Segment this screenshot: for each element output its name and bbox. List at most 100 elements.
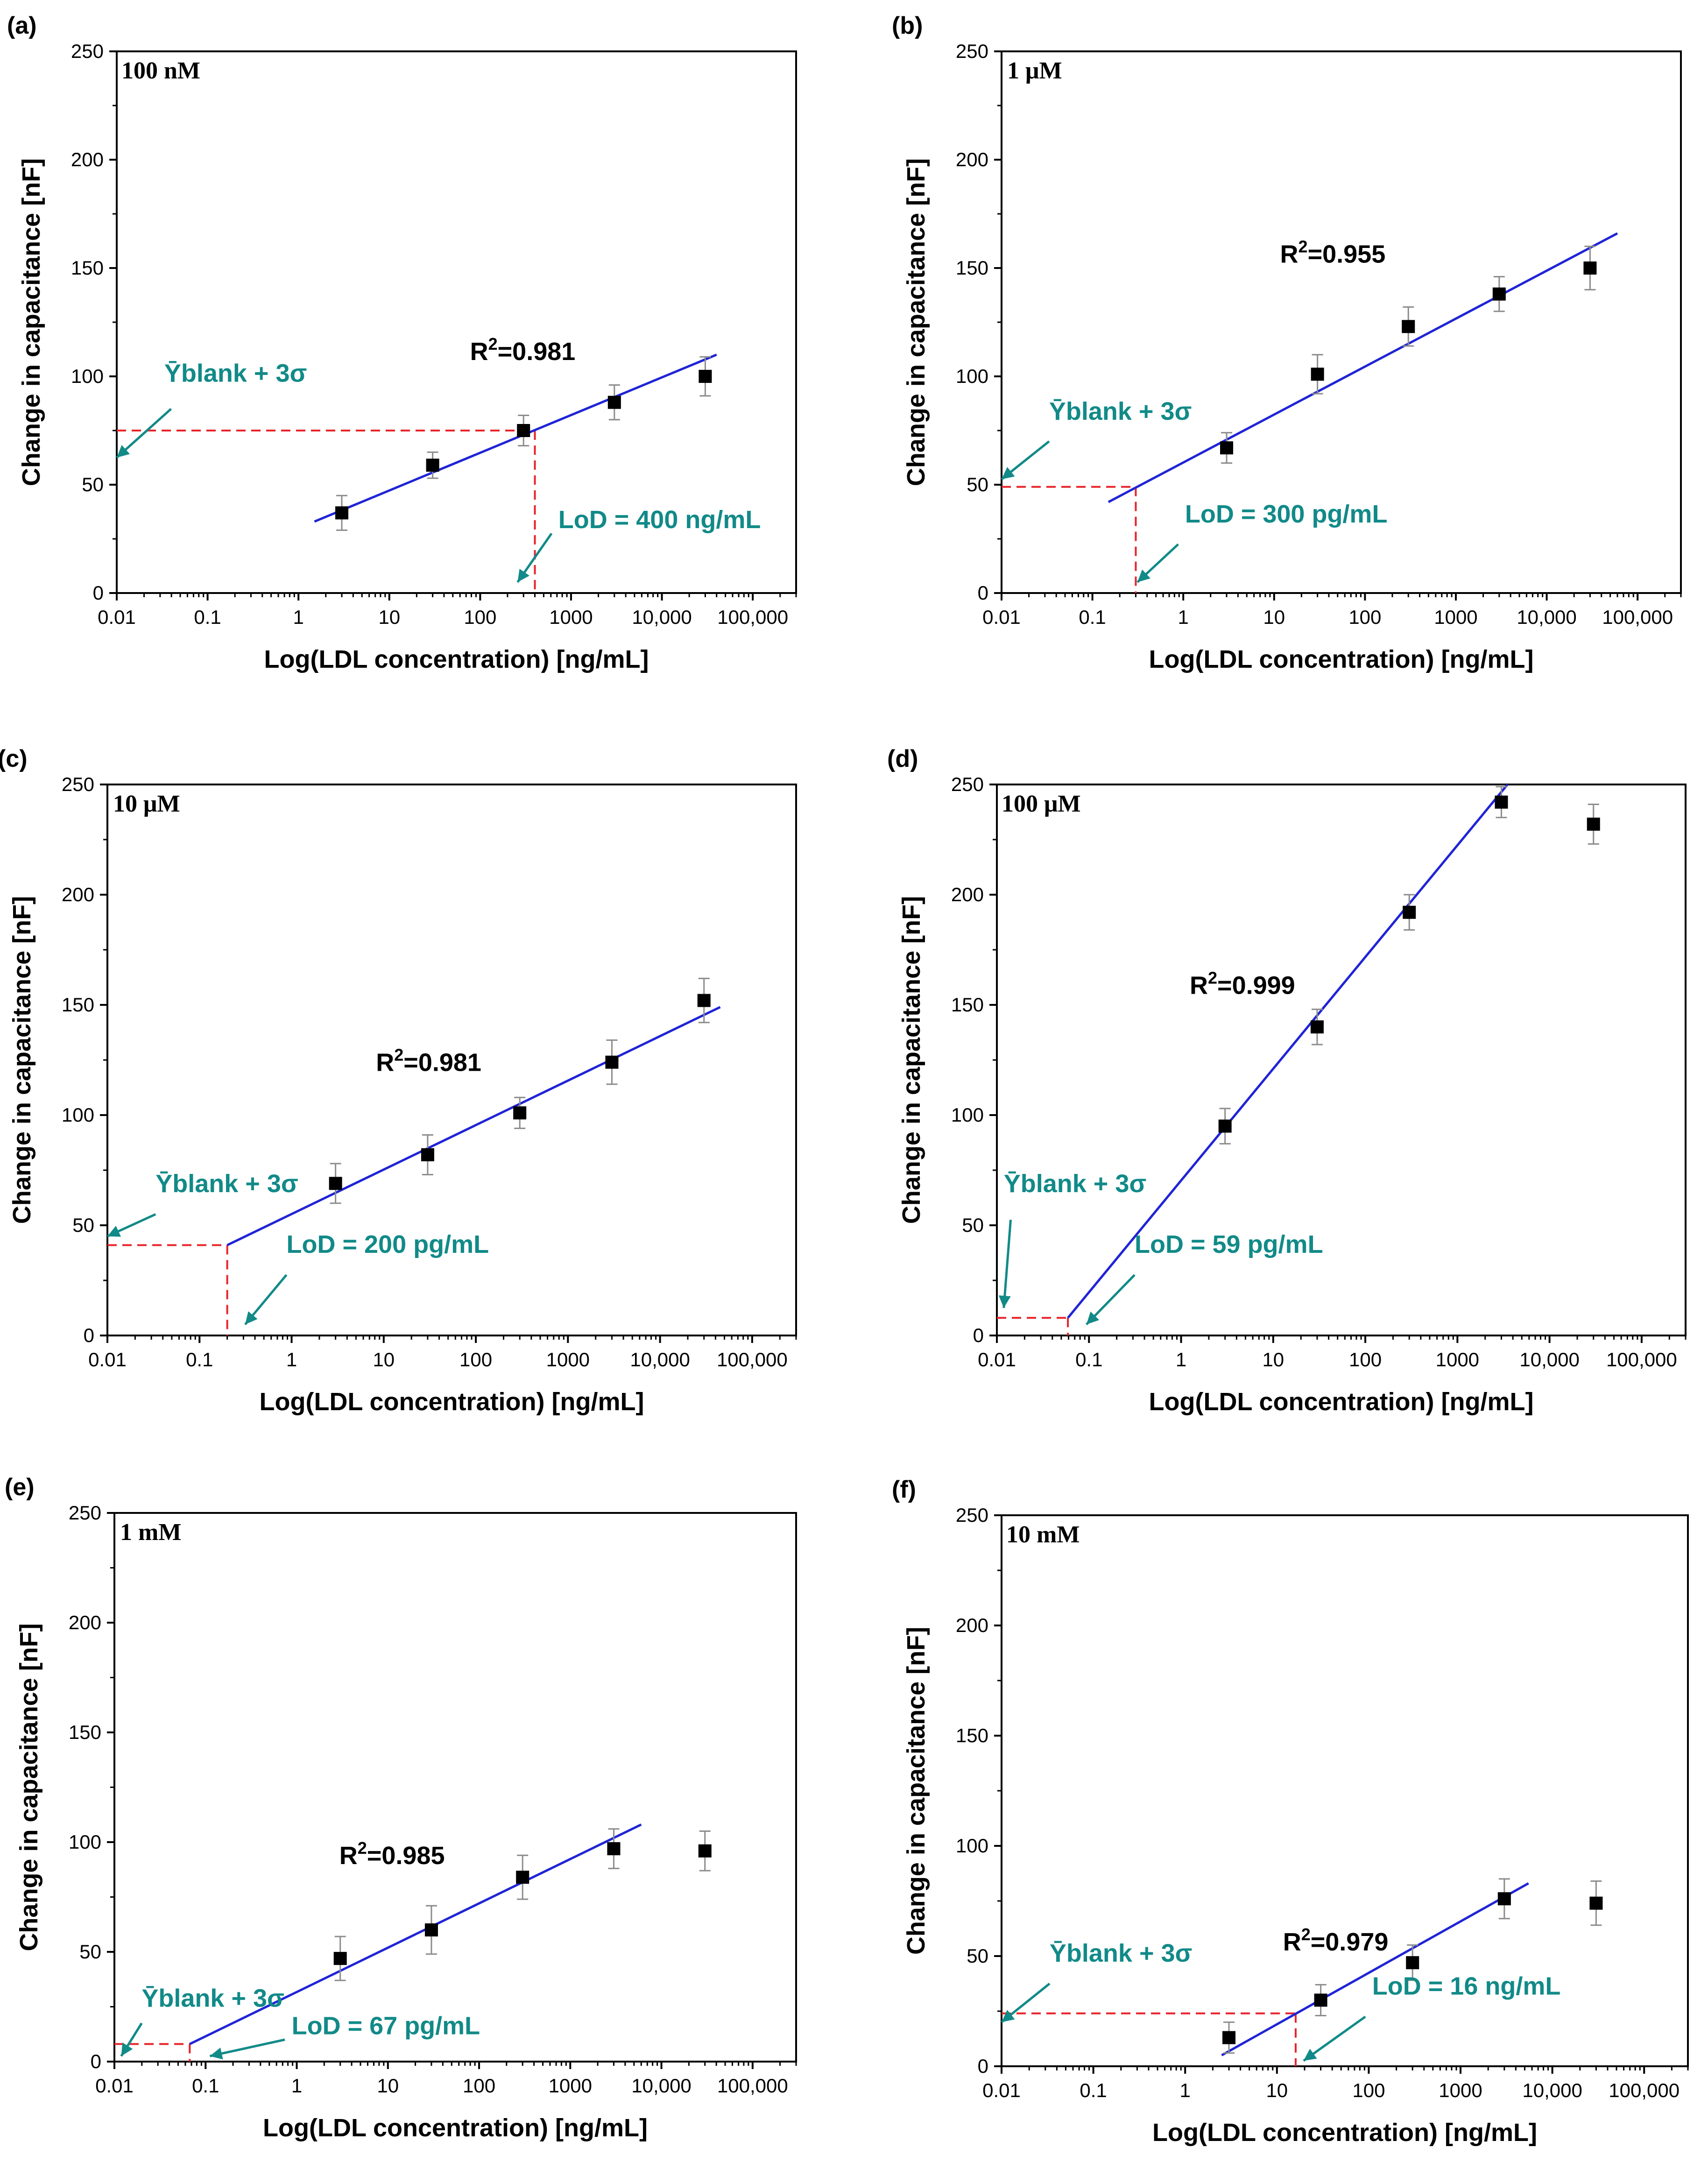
x-tick-label: 1000 [546, 1349, 590, 1371]
x-tick-label: 1 [1176, 1349, 1186, 1371]
data-point [1583, 261, 1597, 275]
r-squared-label: R2=0.981 [470, 334, 576, 366]
panel-letter: (f) [892, 1476, 916, 1503]
x-tick-label: 10 [378, 606, 400, 628]
r-squared-label: R2=0.955 [1280, 237, 1386, 268]
data-point [607, 396, 621, 409]
threshold-label: Ȳblank + 3σ [1004, 1170, 1147, 1198]
data-point [698, 1844, 712, 1858]
plot-frame [113, 1512, 797, 2063]
data-point [697, 994, 711, 1007]
threshold-arrow [116, 408, 172, 459]
panel-letter: (c) [0, 745, 28, 772]
plot-frame [1001, 1514, 1689, 2067]
y-tick-label: 0 [84, 1324, 94, 1346]
data-point [605, 1055, 619, 1069]
y-tick-label: 150 [71, 257, 104, 279]
concentration-label: 100 nM [121, 57, 200, 84]
panel-letter: (d) [887, 745, 918, 772]
lod-label: LoD = 200 pg/mL [287, 1230, 489, 1258]
x-tick-label: 100 [1348, 606, 1381, 628]
x-tick-label: 100 [459, 1349, 492, 1371]
threshold-arrow [1002, 1220, 1012, 1308]
x-tick-label: 0.01 [98, 606, 136, 628]
chart-panel-c: (c) 0 50 100 150 200 250 0.01 0.1 1 10 100 1000 10,00… [0, 745, 797, 1416]
threshold-label: Ȳblank + 3σ [1050, 1939, 1193, 1967]
x-tick-label: 10 [377, 2075, 399, 2097]
data-point [699, 370, 712, 383]
fit-line [1108, 232, 1618, 503]
threshold-label: Ȳblank + 3σ [155, 1170, 298, 1198]
fit-line [1067, 784, 1509, 1319]
chart-panel-a: (a) 0 50 100 150 200 250 0.01 0.1 1 10 100 1000 10,00… [7, 12, 797, 673]
concentration-label: 1 mM [120, 1519, 181, 1546]
x-tick-label: 10,000 [1519, 1349, 1579, 1371]
x-tick-label: 0.1 [1079, 606, 1106, 628]
y-tick-label: 50 [72, 1214, 94, 1236]
r-squared-label: R2=0.979 [1283, 1925, 1389, 1956]
y-tick-label: 0 [978, 582, 988, 604]
y-axis-title: Change in capacitance [nF] [902, 1627, 930, 1955]
data-point [1403, 905, 1416, 919]
y-tick-label: 50 [79, 1941, 101, 1963]
threshold-label: Ȳblank + 3σ [1049, 397, 1192, 425]
x-tick-label: 0.1 [1075, 1349, 1102, 1371]
threshold-arrow-head [107, 1225, 121, 1237]
y-tick-label: 0 [973, 1324, 984, 1346]
x-axis-title: Log(LDL concentration) [ng/mL] [264, 645, 649, 673]
x-axis-title: Log(LDL concentration) [ng/mL] [1149, 645, 1534, 673]
chart-panel-d: (d) 0 50 100 150 200 250 0.01 0.1 1 10 100 1000 10,00… [887, 745, 1687, 1416]
x-tick-label: 1 [1178, 606, 1189, 628]
data-point [335, 506, 349, 520]
fit-line [189, 1823, 642, 2045]
y-tick-label: 200 [956, 148, 988, 170]
x-tick-label: 1000 [1439, 2079, 1482, 2101]
x-tick-label: 1000 [1436, 1349, 1479, 1371]
y-tick-label: 200 [62, 883, 94, 905]
x-axis-title: Log(LDL concentration) [ng/mL] [1149, 1388, 1534, 1416]
x-tick-label: 0.01 [95, 2075, 134, 2097]
threshold-arrow-head [1002, 2010, 1015, 2022]
y-tick-label: 50 [967, 473, 988, 495]
y-tick-label: 250 [951, 773, 984, 795]
x-tick-label: 0.01 [978, 1349, 1016, 1371]
y-tick-label: 100 [951, 1104, 984, 1126]
concentration-label: 10 mM [1006, 1521, 1080, 1548]
data-point [516, 1871, 529, 1884]
panel-letter: (e) [5, 1474, 35, 1501]
lod-label: LoD = 67 pg/mL [292, 2012, 480, 2040]
data-point [1311, 367, 1324, 381]
lod-label: LoD = 59 pg/mL [1135, 1230, 1323, 1258]
x-tick-label: 1 [286, 1349, 297, 1371]
y-tick-label: 150 [956, 1724, 988, 1746]
x-tick-label: 100,000 [717, 606, 788, 628]
panel-letter: (a) [7, 12, 37, 39]
x-tick-label: 0.1 [194, 606, 221, 628]
data-point [1218, 1119, 1232, 1133]
y-tick-label: 200 [71, 148, 104, 170]
y-tick-label: 250 [71, 40, 104, 62]
data-point [426, 459, 439, 472]
x-tick-label: 0.1 [192, 2075, 219, 2097]
lod-arrow-head [1086, 1311, 1100, 1325]
x-tick-label: 0.01 [982, 606, 1021, 628]
y-axis-title: Change in capacitance [nF] [897, 896, 925, 1224]
y-tick-label: 100 [71, 365, 104, 387]
fit-line [226, 1006, 721, 1246]
concentration-label: 100 μM [1002, 791, 1081, 817]
data-point [1495, 795, 1508, 809]
data-point [329, 1177, 342, 1190]
threshold-label: Ȳblank + 3σ [141, 1985, 284, 2013]
chart-panel-f: (f) 0 50 100 150 200 250 0.01 0.1 1 10 100 1000 10,00… [892, 1476, 1689, 2147]
x-tick-label: 100,000 [1609, 2079, 1680, 2101]
y-tick-label: 0 [91, 2050, 101, 2072]
y-tick-label: 100 [69, 1831, 101, 1853]
x-tick-label: 1 [1180, 2079, 1191, 2101]
r-squared-label: R2=0.999 [1190, 968, 1295, 999]
y-tick-label: 200 [69, 1611, 101, 1633]
y-axis-title: Change in capacitance [nF] [15, 1623, 43, 1951]
x-tick-label: 10,000 [1522, 2079, 1582, 2101]
x-tick-label: 10 [1266, 2079, 1288, 2101]
data-point [1497, 1892, 1511, 1906]
